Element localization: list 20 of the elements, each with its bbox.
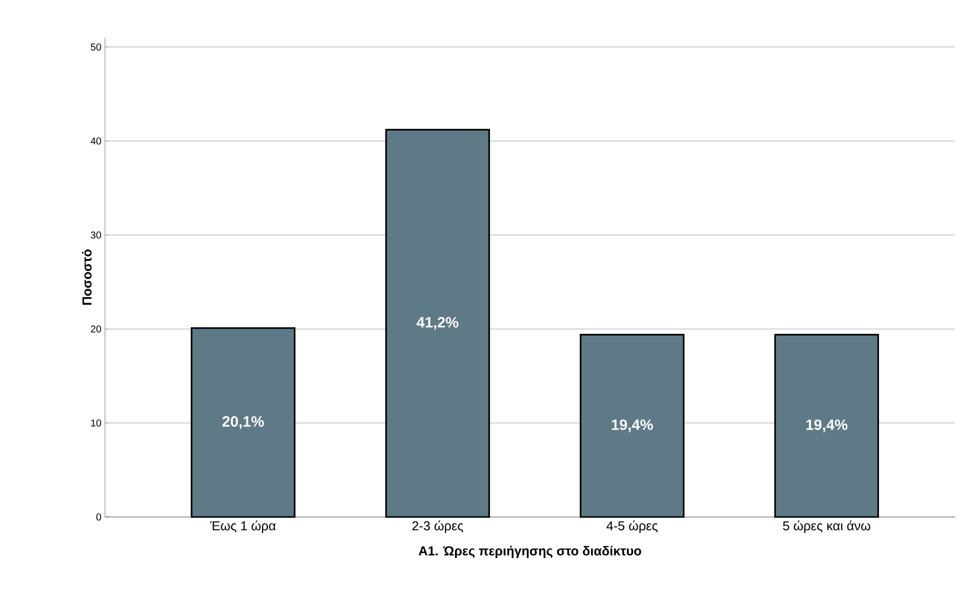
y-tick-label: 0 — [96, 513, 102, 521]
data-label: 41,2% — [416, 316, 458, 330]
y-tick-label: 30 — [90, 231, 102, 239]
data-label: 19,4% — [612, 419, 653, 432]
bar — [580, 334, 684, 518]
x-tick-label: Έως 1 ώρα — [210, 520, 276, 533]
bar — [190, 327, 296, 518]
x-axis-title: A1. Ώρες περιήγησης στο διαδίκτυο — [418, 546, 642, 558]
data-label: 19,4% — [806, 419, 848, 432]
x-tick-label: 4-5 ώρες — [606, 520, 658, 533]
y-tick-label: 20 — [90, 325, 102, 333]
y-tick-label: 50 — [90, 43, 102, 51]
y-tick-label: 40 — [90, 137, 102, 145]
x-tick-label: 5 ώρες και άνω — [783, 520, 870, 533]
data-label: 20,1% — [222, 416, 264, 429]
bar — [774, 334, 879, 518]
x-tick-label: 2-3 ώρες — [412, 520, 464, 533]
y-tick-label: 10 — [91, 419, 102, 427]
bar — [385, 128, 490, 518]
y-axis-title: Ποσοστό — [82, 250, 92, 305]
